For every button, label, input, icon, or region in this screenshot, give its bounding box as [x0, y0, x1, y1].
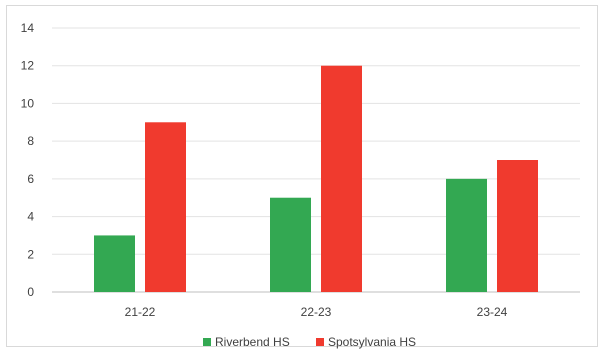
x-tick-label: 22-23: [301, 305, 332, 319]
bar-riverbend-hs-23-24: [446, 178, 487, 292]
y-tick-label: 8: [27, 134, 34, 148]
x-tick-label: 21-22: [125, 305, 156, 319]
x-axis-tick-labels: 21-22 22-23 23-24: [125, 305, 508, 319]
legend-label: Spotsylvania HS: [328, 335, 416, 349]
y-tick-label: 6: [27, 172, 34, 186]
legend-swatch: [316, 338, 324, 346]
y-tick-label: 0: [27, 285, 34, 299]
bar-spotsylvania-hs-23-24: [497, 160, 538, 292]
y-tick-label: 2: [27, 247, 34, 261]
y-tick-label: 14: [21, 21, 35, 35]
bar-spotsylvania-hs-21-22: [145, 122, 186, 293]
legend-swatch: [203, 338, 211, 346]
bar-spotsylvania-hs-22-23: [321, 65, 362, 292]
bar-riverbend-hs-22-23: [270, 197, 311, 292]
x-tick-label: 23-24: [477, 305, 508, 319]
y-tick-label: 10: [21, 96, 35, 110]
y-tick-label: 12: [21, 59, 35, 73]
bar-riverbend-hs-21-22: [94, 235, 135, 292]
y-axis-tick-labels: 0 2 4 6 8 10 12 14: [21, 21, 35, 299]
legend: Riverbend HS Spotsylvania HS: [203, 335, 416, 349]
grid-lines: [52, 27, 580, 293]
y-tick-label: 4: [27, 210, 34, 224]
legend-label: Riverbend HS: [215, 335, 290, 349]
bars: [94, 65, 538, 293]
